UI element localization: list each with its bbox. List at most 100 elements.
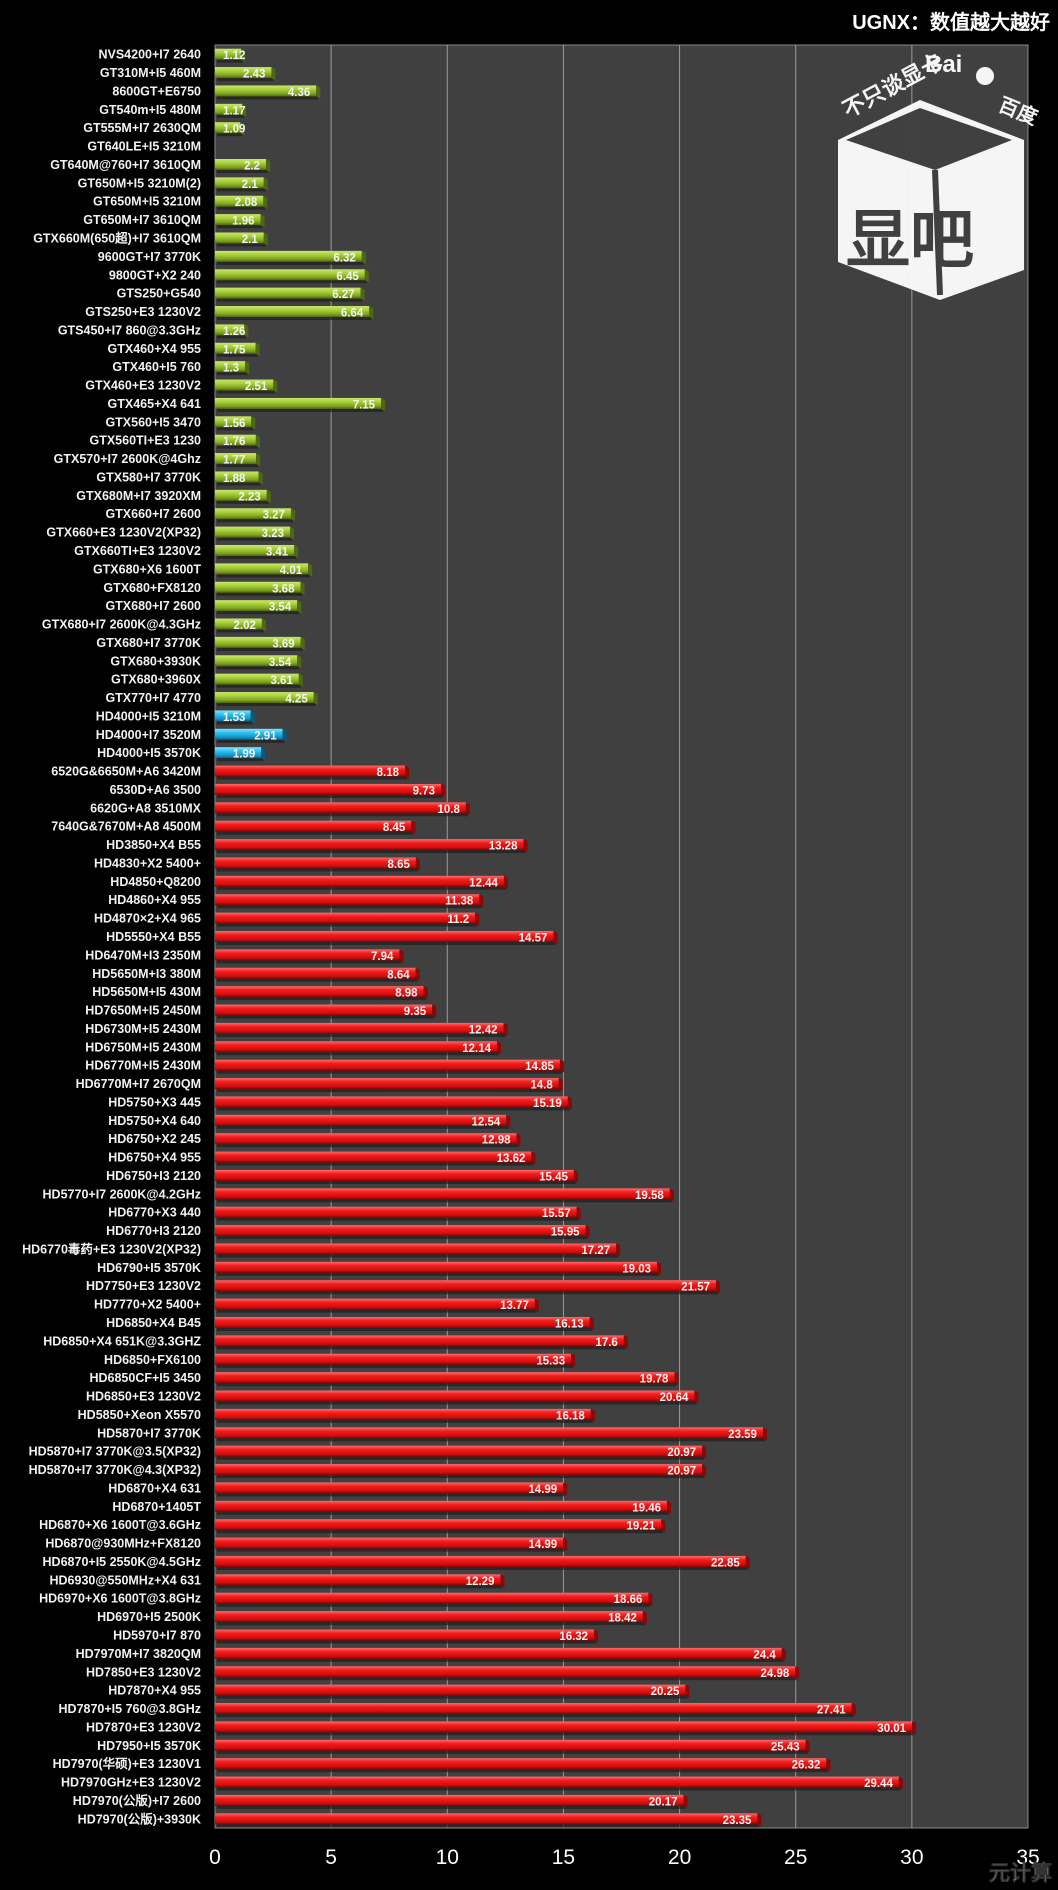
- value-label: 18.66: [614, 1594, 643, 1606]
- category-label: GTX465+X4 641: [108, 397, 202, 411]
- bar-cap: [245, 361, 250, 375]
- bar-amd: [215, 1059, 560, 1071]
- category-label: GTX460+I5 760: [112, 360, 201, 374]
- bar-amd: [215, 1813, 758, 1825]
- value-label: 19.78: [640, 1374, 669, 1386]
- bar-nvidia: [215, 103, 243, 115]
- x-tick-label: 10: [436, 1846, 459, 1869]
- bar-amd: [215, 820, 412, 832]
- bar-cap: [250, 710, 255, 724]
- bar-intel: [215, 710, 251, 722]
- bar-cap: [258, 471, 263, 485]
- bar-cap: [263, 177, 268, 191]
- bar-nvidia: [215, 636, 301, 648]
- bar-nvidia: [215, 673, 299, 685]
- value-label: 21.57: [681, 1282, 710, 1294]
- bars: 1.12 2.43 4.36 1.17 1.09 2.2 2.1 2.08 1.96 2.1 6.3…: [215, 48, 917, 1828]
- category-label: GTS250+G540: [117, 287, 201, 301]
- bar-amd: [215, 967, 416, 979]
- value-label: 8.65: [388, 859, 411, 871]
- bar-cap: [282, 728, 287, 742]
- bar-amd: [215, 1647, 782, 1659]
- bar-cap: [300, 581, 305, 595]
- value-label: 15.19: [533, 1098, 562, 1110]
- bar-amd: [215, 1794, 684, 1806]
- category-label: HD6870+1405T: [112, 1500, 201, 1514]
- category-label: GTX680+3930K: [110, 654, 201, 668]
- bar-amd: [215, 1390, 695, 1402]
- bar-cap: [616, 1243, 621, 1257]
- value-label: 14.85: [525, 1061, 554, 1073]
- value-label: 15.45: [539, 1171, 568, 1183]
- value-label: 15.57: [542, 1208, 571, 1220]
- category-label: HD7750+E3 1230V2: [86, 1279, 201, 1293]
- category-label: HD5750+X3 445: [108, 1095, 201, 1109]
- category-label: HD5870+I7 3770K@4.3(XP32): [29, 1463, 201, 1477]
- value-label: 15.95: [551, 1227, 580, 1239]
- value-label: 12.42: [469, 1024, 498, 1036]
- value-label: 19.03: [622, 1263, 651, 1275]
- category-label: 8600GT+E6750: [112, 84, 201, 98]
- bar-nvidia: [215, 287, 361, 299]
- category-label: GTX770+I7 4770: [105, 691, 201, 705]
- corner-watermark: 元计算: [989, 1861, 1052, 1885]
- bar-amd: [215, 1758, 827, 1770]
- bar-cap: [266, 489, 271, 503]
- value-label: 24.98: [760, 1668, 789, 1680]
- category-label: HD6470M+I3 2350M: [85, 948, 201, 962]
- value-label: 6.32: [333, 252, 355, 264]
- bar-amd: [215, 1500, 668, 1512]
- category-label: HD4870×2+X4 965: [94, 912, 201, 926]
- value-label: 11.2: [447, 914, 469, 926]
- bar-cap: [567, 1096, 572, 1110]
- cube-top-face: [846, 108, 1012, 170]
- bar-cap: [465, 802, 470, 816]
- value-label: 9.35: [404, 1006, 427, 1018]
- bar-cap: [912, 1721, 917, 1735]
- bar-nvidia: [215, 471, 259, 483]
- bar-cap: [851, 1703, 856, 1717]
- bar-amd: [215, 1776, 899, 1788]
- bar-cap: [702, 1464, 707, 1478]
- category-label: GTX680+FX8120: [103, 581, 201, 595]
- value-label: 12.98: [482, 1135, 511, 1147]
- value-label: 1.53: [223, 712, 245, 724]
- value-label: 14.57: [519, 933, 548, 945]
- category-label: HD6870+I5 2550K@4.5GHz: [43, 1555, 201, 1569]
- category-label: HD4000+I5 3570K: [97, 746, 201, 760]
- value-label: 7.94: [371, 951, 394, 963]
- value-label: 14.99: [528, 1484, 557, 1496]
- value-label: 30.01: [877, 1723, 906, 1735]
- category-label: HD4830+X2 5400+: [94, 856, 201, 870]
- bar-cap: [500, 1574, 505, 1588]
- category-label: HD6770M+I7 2670QM: [76, 1077, 201, 1091]
- bar-nvidia: [215, 195, 264, 207]
- bar-cap: [781, 1647, 786, 1661]
- value-label: 11.38: [445, 896, 474, 908]
- value-label: 6.64: [341, 308, 364, 320]
- category-label: HD5770+I7 2600K@4.2GHz: [43, 1187, 201, 1201]
- bar-cap: [826, 1758, 831, 1772]
- value-label: 13.28: [489, 841, 518, 853]
- value-label: 2.91: [254, 730, 277, 742]
- bar-amd: [215, 912, 476, 924]
- bar-amd: [215, 1298, 535, 1310]
- bar-cap: [405, 765, 410, 779]
- bar-cap: [594, 1629, 599, 1643]
- bar-nvidia: [215, 361, 246, 373]
- category-label: HD7970M+I7 3820QM: [76, 1647, 201, 1661]
- bar-cap: [255, 342, 260, 356]
- bar-cap: [256, 453, 261, 467]
- value-label: 2.1: [242, 179, 259, 191]
- bar-amd: [215, 765, 406, 777]
- category-label: HD6750+X4 955: [108, 1151, 201, 1165]
- value-label: 2.08: [235, 197, 258, 209]
- bar-amd: [215, 1482, 564, 1494]
- category-label: 6520G&6650M+A6 3420M: [51, 765, 201, 779]
- bar-cap: [242, 103, 247, 117]
- bar-amd: [215, 1592, 649, 1604]
- category-label: HD5550+X4 B55: [106, 930, 201, 944]
- bar-cap: [399, 949, 404, 963]
- bar-amd: [215, 1280, 717, 1292]
- category-label: HD5870+I7 3770K@3.5(XP32): [29, 1445, 201, 1459]
